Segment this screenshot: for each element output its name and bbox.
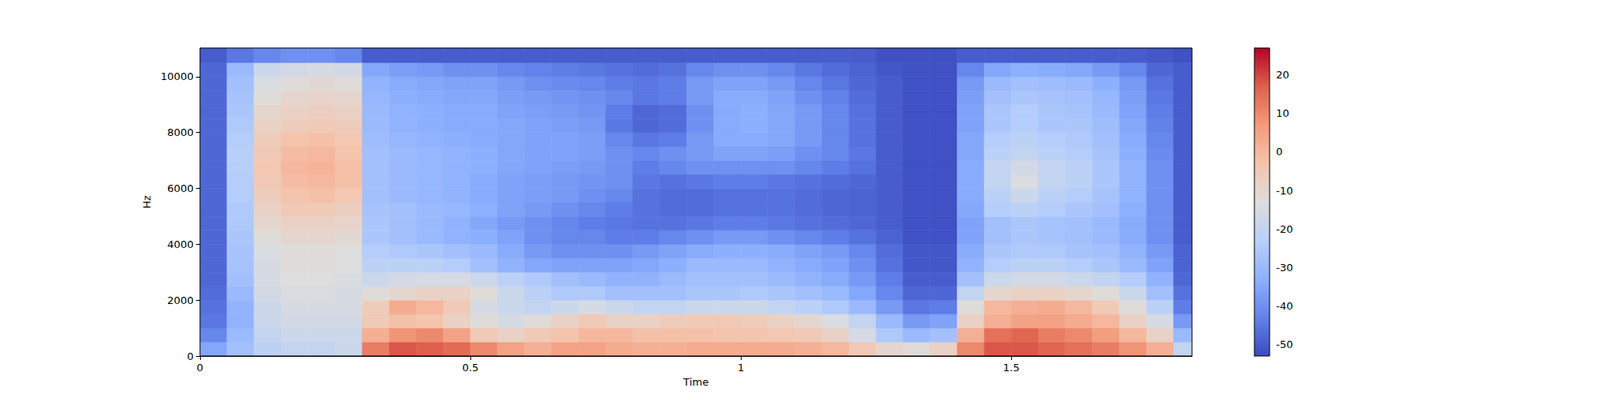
svg-text:0.5: 0.5	[462, 361, 480, 374]
svg-text:Time: Time	[682, 376, 709, 388]
svg-text:4000: 4000	[167, 238, 194, 251]
svg-text:8000: 8000	[167, 126, 194, 139]
svg-text:-10: -10	[1276, 184, 1293, 197]
svg-text:20: 20	[1276, 68, 1290, 81]
svg-text:0: 0	[196, 361, 204, 374]
svg-text:10000: 10000	[160, 70, 194, 83]
svg-text:1.5: 1.5	[1003, 361, 1020, 374]
svg-text:-20: -20	[1276, 223, 1293, 236]
svg-text:10: 10	[1276, 107, 1290, 120]
svg-text:0: 0	[187, 350, 194, 363]
svg-text:-40: -40	[1276, 300, 1293, 312]
svg-text:6000: 6000	[167, 182, 194, 195]
svg-text:2000: 2000	[167, 294, 194, 307]
svg-text:Hz: Hz	[140, 195, 153, 209]
svg-text:-50: -50	[1276, 338, 1293, 351]
svg-text:-30: -30	[1276, 261, 1293, 274]
svg-text:0: 0	[1276, 145, 1283, 158]
svg-text:1: 1	[737, 361, 744, 374]
